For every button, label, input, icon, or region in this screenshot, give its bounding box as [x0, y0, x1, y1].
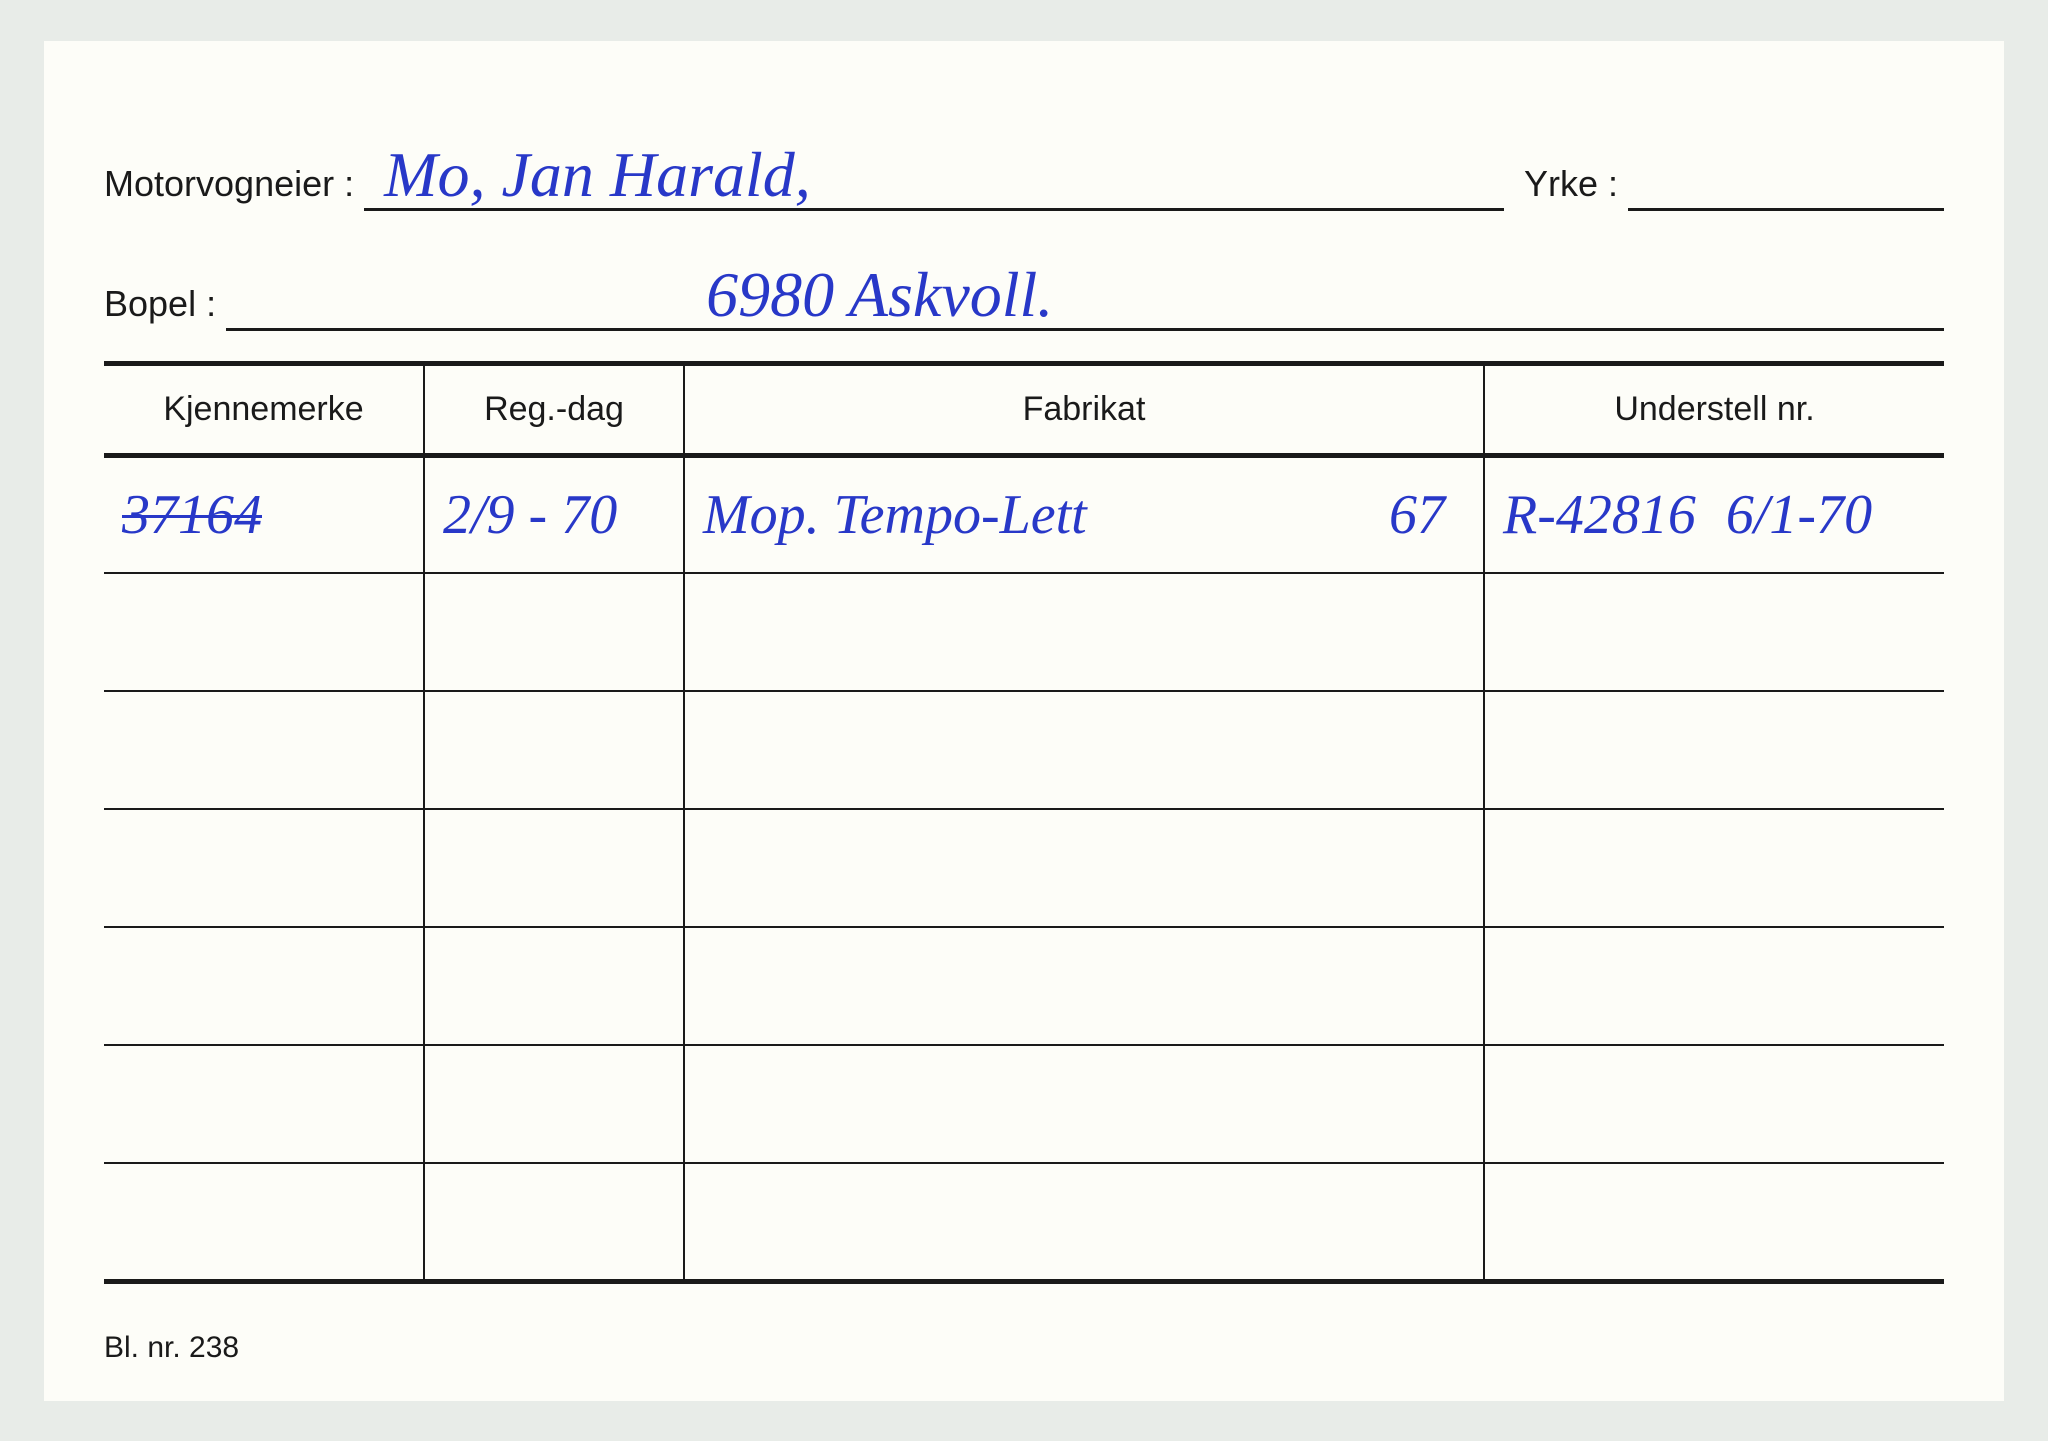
value-understell-a: R-42816 — [1503, 483, 1696, 547]
col-header-kjennemerke: Kjennemerke — [104, 363, 424, 455]
label-yrke: Yrke : — [1524, 163, 1618, 211]
field-yrke: Yrke : — [1524, 141, 1944, 211]
vehicle-table-wrap: Kjennemerke Reg.-dag Fabrikat Understell… — [104, 361, 1944, 1284]
value-understell-b: 6/1-70 — [1726, 483, 1872, 547]
underline-yrke — [1628, 141, 1944, 211]
registration-card: Motorvogneier : Mo, Jan Harald, Yrke : B… — [44, 41, 2004, 1401]
cell-regdag: 2/9 - 70 — [424, 455, 684, 573]
cell-understell: R-42816 6/1-70 — [1484, 455, 1944, 573]
col-header-fabrikat: Fabrikat — [684, 363, 1484, 455]
cell-fabrikat: Mop. Tempo-Lett 67 — [684, 455, 1484, 573]
col-header-understell: Understell nr. — [1484, 363, 1944, 455]
table-row — [104, 1045, 1944, 1163]
value-fabrikat-right: 67 — [1389, 483, 1445, 547]
row-owner-yrke: Motorvogneier : Mo, Jan Harald, Yrke : — [104, 121, 1944, 211]
value-kjennemerke: 37164 — [122, 484, 262, 546]
table-row — [104, 691, 1944, 809]
table-row — [104, 1163, 1944, 1281]
col-header-regdag: Reg.-dag — [424, 363, 684, 455]
field-bopel: Bopel : 6980 Askvoll. — [104, 261, 1944, 331]
label-bopel: Bopel : — [104, 283, 216, 331]
table-header-row: Kjennemerke Reg.-dag Fabrikat Understell… — [104, 363, 1944, 455]
value-owner: Mo, Jan Harald, — [384, 138, 811, 212]
table-row — [104, 573, 1944, 691]
value-bopel: 6980 Askvoll. — [706, 258, 1053, 332]
label-owner: Motorvogneier : — [104, 163, 354, 211]
table-body: 37164 2/9 - 70 Mop. Tempo-Lett 67 R-4281… — [104, 455, 1944, 1281]
value-fabrikat-main: Mop. Tempo-Lett — [703, 483, 1087, 547]
vehicle-table: Kjennemerke Reg.-dag Fabrikat Understell… — [104, 361, 1944, 1284]
table-row — [104, 809, 1944, 927]
underline-owner: Mo, Jan Harald, — [364, 141, 1504, 211]
table-row — [104, 927, 1944, 1045]
table-row: 37164 2/9 - 70 Mop. Tempo-Lett 67 R-4281… — [104, 455, 1944, 573]
underline-bopel: 6980 Askvoll. — [226, 261, 1944, 331]
field-owner: Motorvogneier : Mo, Jan Harald, — [104, 141, 1504, 211]
form-number: Bl. nr. 238 — [104, 1331, 239, 1365]
cell-kjennemerke: 37164 — [104, 455, 424, 573]
row-bopel: Bopel : 6980 Askvoll. — [104, 241, 1944, 331]
